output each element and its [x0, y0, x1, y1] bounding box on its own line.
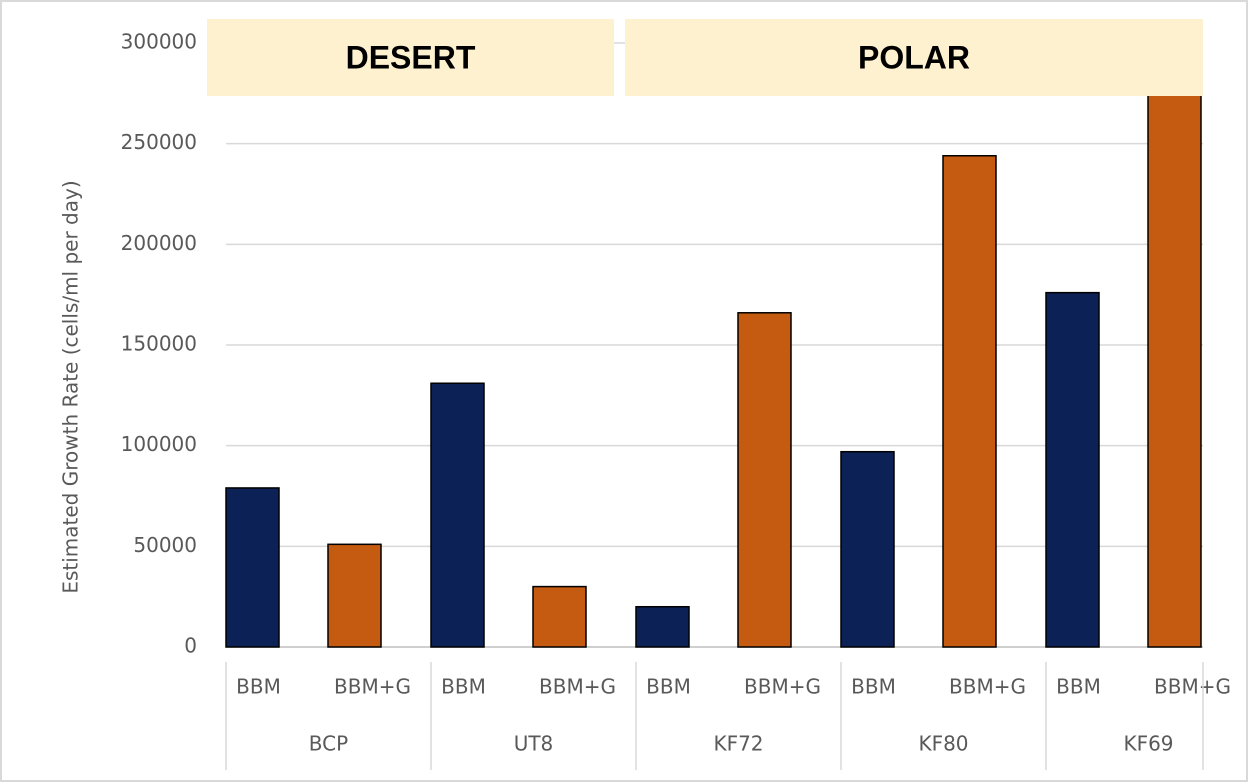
y-axis-label: Estimated Growth Rate (cells/ml per day) [59, 180, 83, 593]
bar [327, 543, 382, 648]
y-tick-label: 150000 [121, 332, 197, 356]
x-tick-label: BBM [646, 675, 691, 699]
x-group-label: KF80 [918, 732, 968, 756]
x-tick-label: BBM+G [949, 675, 1026, 699]
bar [942, 154, 997, 648]
x-group-label: BCP [309, 732, 348, 756]
y-tick-label: 200000 [121, 231, 197, 255]
bar [840, 450, 895, 648]
x-tick-label: BBM+G [1154, 675, 1231, 699]
bar [430, 382, 485, 648]
x-tick-label: BBM [1056, 675, 1101, 699]
x-group-label: KF69 [1123, 732, 1173, 756]
x-tick-label: BBM+G [334, 675, 411, 699]
bar [225, 487, 280, 648]
y-tick-label: 100000 [121, 432, 197, 456]
bar [635, 605, 690, 648]
banner-text: DESERT [346, 39, 476, 75]
y-tick-label: 300000 [121, 30, 197, 54]
y-tick-label: 250000 [121, 130, 197, 154]
banner-text: POLAR [858, 39, 970, 75]
x-tick-label: BBM+G [744, 675, 821, 699]
bar [1045, 291, 1100, 648]
y-tick-label: 50000 [133, 533, 197, 557]
x-group-label: KF72 [713, 732, 763, 756]
x-tick-label: BBM [236, 675, 281, 699]
x-tick-label: BBM [441, 675, 486, 699]
x-group-label: UT8 [514, 732, 554, 756]
bar [532, 585, 587, 648]
banner [207, 19, 614, 96]
bar [737, 312, 792, 648]
x-tick-label: BBM+G [539, 675, 616, 699]
y-tick-label: 0 [184, 634, 197, 658]
bar [1147, 72, 1202, 648]
banner [625, 19, 1203, 96]
x-tick-label: BBM [851, 675, 896, 699]
